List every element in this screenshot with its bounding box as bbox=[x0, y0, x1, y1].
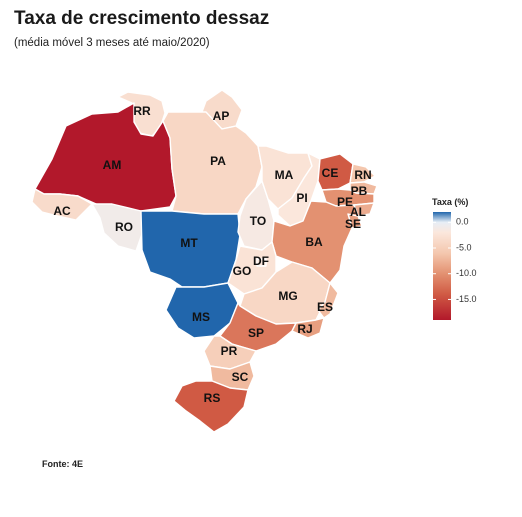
label-PE: PE bbox=[337, 195, 353, 209]
label-SE: SE bbox=[345, 217, 361, 231]
label-AC: AC bbox=[53, 204, 71, 218]
label-MS: MS bbox=[192, 310, 210, 324]
state-AC bbox=[31, 188, 93, 221]
label-TO: TO bbox=[250, 214, 266, 228]
label-AL: AL bbox=[350, 205, 366, 219]
label-RS: RS bbox=[204, 391, 221, 405]
legend-tick-label: 0.0 bbox=[456, 217, 469, 227]
state-labels: RR AP AM PA AC RO MT MS TO MA PI CE RN P… bbox=[53, 104, 371, 405]
label-GO: GO bbox=[233, 264, 252, 278]
state-GO bbox=[227, 241, 277, 295]
source-note: Fonte: 4E bbox=[42, 459, 84, 469]
state-RO bbox=[91, 203, 143, 252]
state-RS bbox=[173, 380, 249, 433]
label-PB: PB bbox=[351, 184, 368, 198]
chart-title: Taxa de crescimento dessaz bbox=[14, 8, 270, 29]
label-RN: RN bbox=[354, 168, 371, 182]
label-SC: SC bbox=[232, 370, 249, 384]
state-CE bbox=[317, 153, 354, 191]
label-RR: RR bbox=[133, 104, 151, 118]
label-PR: PR bbox=[221, 344, 238, 358]
label-BA: BA bbox=[305, 235, 323, 249]
label-MG: MG bbox=[278, 289, 297, 303]
states-layer bbox=[31, 89, 378, 433]
label-MA: MA bbox=[275, 168, 294, 182]
label-CE: CE bbox=[322, 166, 339, 180]
state-MS bbox=[165, 282, 239, 339]
label-RJ: RJ bbox=[297, 322, 312, 336]
legend-tick-label: -15.0 bbox=[456, 294, 477, 304]
state-BA bbox=[271, 200, 359, 284]
legend: Taxa (%) 0.0 -5.0 -10.0 -15.0 bbox=[432, 197, 477, 320]
label-DF: DF bbox=[253, 254, 269, 268]
label-ES: ES bbox=[317, 300, 333, 314]
legend-ticks: 0.0 -5.0 -10.0 -15.0 bbox=[433, 217, 477, 304]
legend-colorbar bbox=[433, 212, 451, 320]
legend-tick-label: -5.0 bbox=[456, 242, 472, 252]
label-MT: MT bbox=[180, 236, 198, 250]
chart-subtitle: (média móvel 3 meses até maio/2020) bbox=[14, 37, 210, 49]
state-RN bbox=[349, 163, 376, 184]
label-SP: SP bbox=[248, 326, 264, 340]
label-RO: RO bbox=[115, 220, 133, 234]
legend-title: Taxa (%) bbox=[432, 197, 468, 207]
state-DF bbox=[256, 258, 267, 267]
label-PA: PA bbox=[210, 154, 226, 168]
label-AM: AM bbox=[103, 158, 122, 172]
label-AP: AP bbox=[213, 109, 230, 123]
label-PI: PI bbox=[296, 191, 307, 205]
legend-tick-label: -10.0 bbox=[456, 268, 477, 278]
